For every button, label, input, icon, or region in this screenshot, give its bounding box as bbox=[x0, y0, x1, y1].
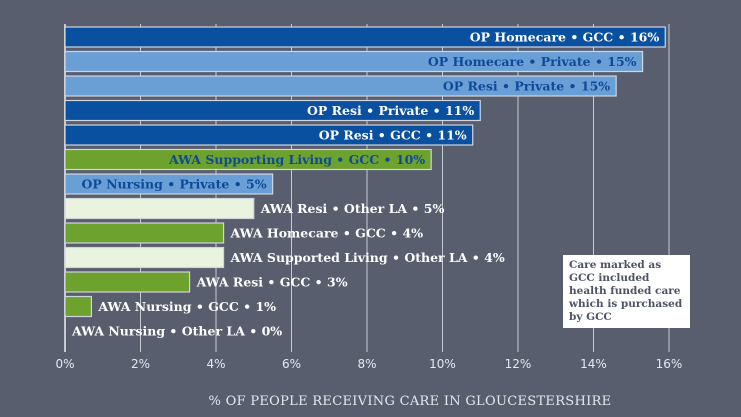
x-tick-label: 16% bbox=[656, 357, 683, 371]
x-tick-label: 2% bbox=[131, 357, 150, 371]
bar bbox=[64, 50, 644, 73]
bar bbox=[64, 246, 225, 269]
bar-group: AWA Nursing • Other LA • 0% bbox=[71, 324, 282, 339]
bar-group: OP Resi • GCC • 11% bbox=[64, 124, 474, 146]
bar bbox=[64, 197, 255, 220]
bar-group: OP Homecare • Private • 15% bbox=[64, 50, 644, 73]
bar-group: OP Nursing • Private • 5% bbox=[64, 173, 274, 195]
bar bbox=[64, 295, 93, 318]
bar bbox=[64, 173, 274, 195]
x-tick-labels: 0% 2% 4% 6% 8% 10% 12% 14% 16% bbox=[55, 357, 682, 371]
bar-group: AWA Supporting Living • GCC • 10% bbox=[64, 148, 432, 171]
bar-label: AWA Homecare • GCC • 4% bbox=[230, 226, 424, 241]
bar bbox=[64, 99, 481, 122]
bar-group: OP Resi • Private • 11% bbox=[64, 99, 481, 122]
x-tick-label: 8% bbox=[357, 357, 376, 371]
x-tick-label: 0% bbox=[55, 357, 74, 371]
bar-label: OP Nursing • Private • 5% bbox=[81, 177, 266, 192]
x-tick-label: 14% bbox=[580, 357, 607, 371]
bar-label: AWA Nursing • GCC • 1% bbox=[97, 299, 276, 314]
bar-group: AWA Resi • GCC • 3% bbox=[64, 271, 348, 293]
bar-group: OP Homecare • GCC • 16% bbox=[64, 26, 666, 48]
bar bbox=[64, 26, 666, 48]
bar-group: OP Resi • Private • 15% bbox=[64, 75, 617, 97]
bar-group: AWA Nursing • GCC • 1% bbox=[64, 295, 276, 318]
bar-group: AWA Resi • Other LA • 5% bbox=[64, 197, 445, 220]
bar bbox=[64, 222, 225, 244]
bar-group: AWA Supported Living • Other LA • 4% bbox=[64, 246, 505, 269]
bar bbox=[64, 148, 432, 171]
bar-label: AWA Nursing • Other LA • 0% bbox=[71, 324, 282, 339]
x-tick-label: 10% bbox=[429, 357, 456, 371]
bar bbox=[64, 124, 474, 146]
bar-label: AWA Supported Living • Other LA • 4% bbox=[230, 250, 505, 265]
bar-label: OP Resi • GCC • 11% bbox=[319, 128, 467, 143]
bar-label: OP Homecare • Private • 15% bbox=[428, 54, 637, 69]
bar-label: AWA Resi • GCC • 3% bbox=[196, 275, 348, 290]
bar bbox=[64, 271, 191, 293]
bar-label: OP Resi • Private • 15% bbox=[443, 79, 610, 94]
bar-group: AWA Homecare • GCC • 4% bbox=[64, 222, 424, 244]
bar-label: OP Resi • Private • 11% bbox=[307, 103, 474, 118]
x-axis-label: % OF PEOPLE RECEIVING CARE IN GLOUCESTER… bbox=[209, 394, 612, 409]
x-tick-label: 4% bbox=[206, 357, 225, 371]
bar bbox=[64, 75, 617, 97]
bar-label: AWA Supporting Living • GCC • 10% bbox=[168, 152, 425, 167]
bar-label: AWA Resi • Other LA • 5% bbox=[260, 201, 445, 216]
x-tick-label: 6% bbox=[282, 357, 301, 371]
x-tick-label: 12% bbox=[505, 357, 532, 371]
bars: OP Homecare • GCC • 16% OP Homecare • Pri… bbox=[64, 26, 666, 339]
bar-label: OP Homecare • GCC • 16% bbox=[470, 30, 660, 45]
annotation-note: Care marked as GCC included health funde… bbox=[563, 255, 690, 328]
